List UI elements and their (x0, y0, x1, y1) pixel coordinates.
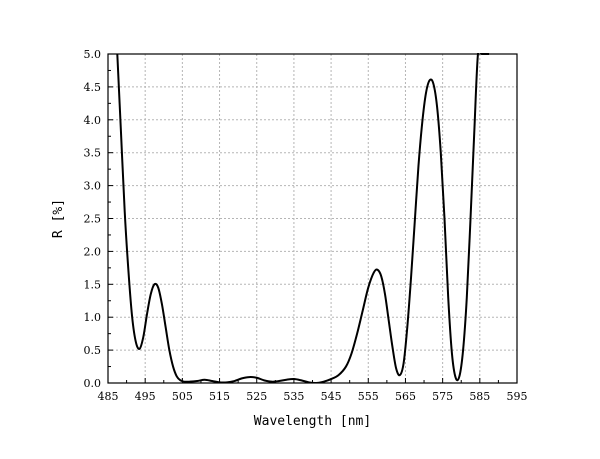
y-tick-label: 3.5 (84, 147, 102, 160)
plot-frame (107, 53, 518, 384)
x-tick-label: 575 (432, 390, 453, 403)
y-tick-label: 5.0 (84, 48, 102, 61)
x-tick-label: 565 (395, 390, 416, 403)
tick-labels: 485 495 505 515 525 535 545 555 565 575 585 595 0.0 0… (84, 48, 528, 403)
y-tick-label: 1.5 (84, 278, 102, 291)
y-tick-label: 0.5 (84, 344, 102, 357)
x-tick-label: 595 (507, 390, 528, 403)
x-tick-label: 535 (283, 390, 304, 403)
x-tick-label: 585 (469, 390, 490, 403)
y-tick-label: 4.0 (84, 114, 102, 127)
y-axis-title: R [%] (51, 199, 66, 238)
x-axis-title: Wavelength [nm] (254, 414, 371, 429)
x-tick-label: 545 (321, 390, 342, 403)
x-tick-label: 505 (172, 390, 193, 403)
y-tick-label: 4.5 (84, 81, 102, 94)
x-tick-label: 485 (98, 390, 119, 403)
y-tick-label: 0.0 (84, 377, 102, 390)
series-line-0 (116, 53, 490, 383)
x-tick-label: 515 (209, 390, 230, 403)
series-layer (116, 53, 490, 383)
grid (108, 54, 517, 383)
y-tick-label: 2.5 (84, 213, 102, 226)
y-tick-label: 3.0 (84, 180, 102, 193)
x-tick-label: 525 (246, 390, 267, 403)
x-tick-label: 555 (358, 390, 379, 403)
y-tick-label: 2.0 (84, 245, 102, 258)
x-tick-label: 495 (135, 390, 156, 403)
y-tick-label: 1.0 (84, 311, 102, 324)
